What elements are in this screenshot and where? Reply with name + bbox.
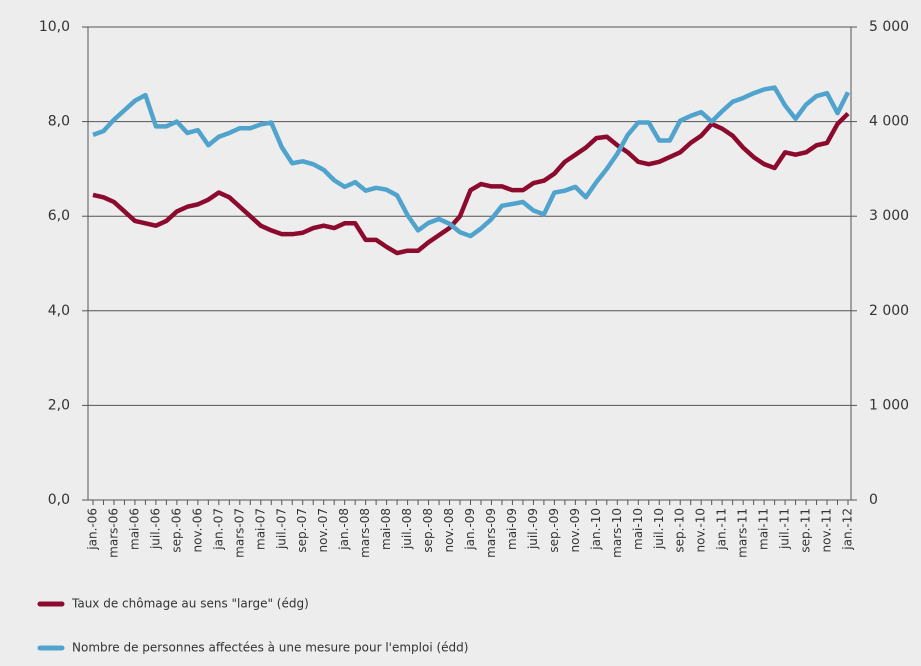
x-tick-label: mars-10: [610, 508, 624, 558]
x-tick-label: mai-10: [631, 508, 645, 550]
x-tick-label: nov.-10: [694, 508, 708, 553]
x-tick-label: mars-07: [232, 508, 246, 558]
x-tick-label: mars-11: [736, 508, 750, 558]
x-tick-label: mars-08: [358, 508, 372, 558]
x-tick-label: nov.-06: [190, 508, 204, 553]
x-tick-label: jan.-08: [337, 508, 351, 551]
x-tick-label: mars-06: [106, 508, 120, 558]
x-tick-label: sep.-11: [799, 508, 813, 553]
x-tick-label: mai-07: [253, 508, 267, 550]
legend-label: Taux de chômage au sens "large" (édg): [71, 597, 309, 611]
x-tick-label: jan.-10: [589, 508, 603, 551]
x-tick-label: nov.-08: [442, 508, 456, 553]
y-tick-label: 0,0: [48, 492, 70, 508]
y2-tick-label: 3 000: [869, 208, 909, 224]
x-tick-label: jan.-07: [211, 508, 225, 551]
x-tick-label: juil.-08: [400, 508, 414, 550]
x-tick-label: sep.-08: [421, 508, 435, 553]
y2-tick-label: 1 000: [869, 397, 909, 413]
x-tick-label: jan.-11: [715, 508, 729, 551]
x-tick-label: juil.-10: [652, 508, 666, 550]
legend-label: Nombre de personnes affectées à une mesu…: [72, 641, 468, 655]
line-series: [92, 85, 851, 239]
x-tick-label: mai-11: [757, 508, 771, 550]
x-tick-label: sep.-07: [295, 508, 309, 553]
x-tick-label: nov.-09: [568, 508, 582, 553]
y2-tick-label: 5 000: [869, 19, 909, 35]
x-tick-label: sep.-10: [673, 508, 687, 553]
y-tick-label: 2,0: [48, 397, 70, 413]
x-tick-label: juil.-11: [778, 508, 792, 550]
x-tick-label: mai-09: [505, 508, 519, 550]
x-tick-label: nov.-11: [820, 508, 834, 553]
x-tick-label: mars-09: [484, 508, 498, 558]
x-tick-label: juil.-06: [148, 508, 162, 550]
y2-tick-label: 4 000: [869, 114, 909, 130]
x-tick-label: mai-08: [379, 508, 393, 550]
x-tick-label: mai-06: [127, 508, 141, 550]
y-tick-label: 10,0: [39, 19, 70, 35]
x-tick-label: juil.-07: [274, 508, 288, 550]
y2-tick-label: 2 000: [869, 303, 909, 319]
y-tick-label: 8,0: [48, 114, 70, 130]
x-tick-label: juil.-09: [526, 508, 540, 550]
y-tick-label: 4,0: [48, 303, 70, 319]
line-series: [92, 111, 850, 256]
x-tick-label: sep.-06: [169, 508, 183, 553]
x-tick-label: jan.-06: [86, 508, 100, 551]
x-tick-label: nov.-07: [316, 508, 330, 553]
x-tick-label: sep.-09: [547, 508, 561, 553]
y-tick-label: 6,0: [48, 208, 70, 224]
x-tick-label: jan.-12: [841, 508, 855, 551]
y2-tick-label: 0: [869, 492, 878, 508]
x-tick-label: jan.-09: [463, 508, 477, 551]
